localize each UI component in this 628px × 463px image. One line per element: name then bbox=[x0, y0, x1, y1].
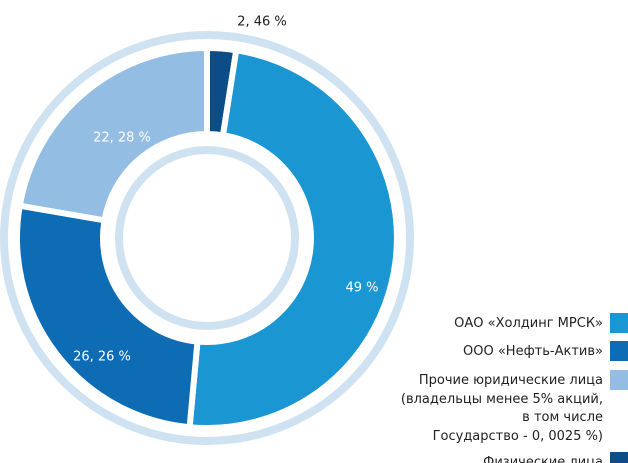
slice bbox=[186, 46, 400, 431]
legend-item: ООО «Нефть-Актив» bbox=[463, 341, 628, 361]
legend-label: Физические лица bbox=[483, 455, 603, 463]
data-label: 22, 28 % bbox=[93, 131, 151, 146]
legend-swatch bbox=[610, 313, 628, 333]
legend-label: Прочие юридические лица (владельцы менее … bbox=[401, 373, 603, 444]
legend-label: ОАО «Холдинг МРСК» bbox=[454, 316, 603, 331]
legend-item: Прочие юридические лица (владельцы менее … bbox=[401, 370, 628, 444]
legend-swatch bbox=[610, 341, 628, 361]
inner-ring bbox=[115, 146, 299, 330]
legend-label: ООО «Нефть-Актив» bbox=[463, 344, 603, 359]
outer-ring bbox=[0, 31, 414, 445]
legend-item: ОАО «Холдинг МРСК» bbox=[454, 313, 628, 333]
data-label: 26, 26 % bbox=[73, 350, 131, 365]
slice bbox=[16, 44, 210, 224]
slice bbox=[14, 202, 201, 431]
legend-swatch bbox=[610, 370, 628, 390]
data-label: 2, 46 % bbox=[237, 15, 287, 30]
legend-item: Физические лица bbox=[483, 452, 628, 463]
data-label: 49 % bbox=[345, 281, 378, 296]
legend-swatch bbox=[610, 452, 628, 463]
